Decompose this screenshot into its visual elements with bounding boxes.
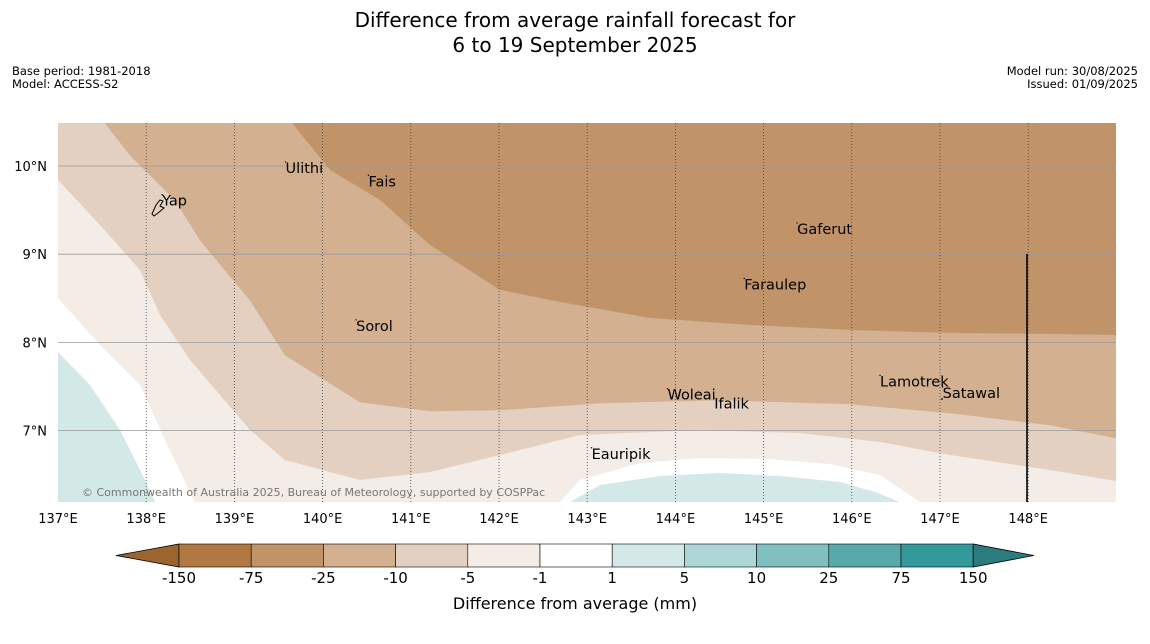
longitude-gridlines — [145, 123, 1029, 502]
band-pale-teal — [58, 352, 155, 502]
lat-tick-label: 7°N — [23, 425, 48, 440]
colorbar-segment — [900, 543, 974, 568]
place-marker — [796, 222, 798, 224]
colorbar-tick: -25 — [311, 569, 336, 587]
lon-tick-label: 139°E — [215, 512, 255, 527]
place-marker — [590, 447, 593, 449]
lon-tick-label: 137°E — [38, 512, 78, 527]
latitude-tick-labels: 10°N 9°N 8°N 7°N — [14, 160, 47, 440]
place-marker — [284, 161, 287, 163]
place-label: Yap — [161, 194, 187, 210]
meta-left: Base period: 1981-2018 Model: ACCESS-S2 — [12, 65, 151, 91]
colorbar — [115, 543, 1035, 568]
lon-tick-label: 144°E — [656, 512, 696, 527]
place-marker — [161, 193, 163, 196]
colorbar-segment — [611, 543, 685, 568]
place-label: Fais — [368, 174, 395, 190]
colorbar-tick: 10 — [747, 569, 766, 587]
colorbar-tick: -150 — [162, 569, 196, 587]
title-line-2: 6 to 19 September 2025 — [452, 33, 698, 57]
colorbar-tick: 25 — [819, 569, 838, 587]
chart-title: Difference from average rainfall forecas… — [0, 8, 1150, 58]
colorbar-segment — [756, 543, 830, 568]
colorbar-segment — [323, 543, 396, 568]
colorbar-segment — [539, 543, 613, 568]
lat-tick-label: 9°N — [23, 248, 48, 263]
colorbar-segment — [250, 543, 324, 568]
model-name: Model: ACCESS-S2 — [12, 77, 119, 91]
meta-right: Model run: 30/08/2025 Issued: 01/09/2025 — [1007, 65, 1138, 91]
lon-tick-label: 142°E — [479, 512, 519, 527]
place-marker — [666, 388, 669, 390]
longitude-tick-labels: 137°E 138°E 139°E 140°E 141°E 142°E 143°E 144°E… — [38, 512, 1048, 527]
model-run: Model run: 30/08/2025 — [1006, 64, 1138, 78]
title-line-1: Difference from average rainfall forecas… — [354, 8, 796, 32]
colorbar-tick: 75 — [891, 569, 910, 587]
colorbar-tick: -5 — [460, 569, 475, 587]
colorbar-tick: 1 — [607, 569, 617, 587]
lon-tick-label: 143°E — [567, 512, 607, 527]
place-label: Sorol — [356, 319, 393, 335]
lon-tick-label: 147°E — [920, 512, 960, 527]
latitude-gridlines — [58, 165, 1116, 432]
colorbar-label: Difference from average (mm) — [452, 594, 698, 613]
colorbar-tick: 5 — [680, 569, 690, 587]
place-marker — [355, 319, 357, 321]
colorbar-segment — [684, 543, 757, 568]
yap-island-shape — [151, 199, 165, 217]
band-light-tan — [58, 123, 1116, 502]
lon-tick-label: 146°E — [832, 512, 872, 527]
colorbar-tick: -1 — [533, 569, 548, 587]
colorbar-tick: -75 — [239, 569, 264, 587]
place-label: Ifalik — [714, 397, 749, 413]
colorbar-tick-labels: -150 -75 -25 -10 -5 -1 1 5 10 25 75 150 — [162, 569, 988, 587]
lon-tick-label: 140°E — [303, 512, 343, 527]
lon-tick-label: 138°E — [126, 512, 166, 527]
place-label: Faraulep — [744, 277, 806, 293]
colorbar-extend-high — [972, 543, 1035, 568]
issued-date: Issued: 01/09/2025 — [1027, 77, 1138, 91]
place-label: Lamotrek — [880, 375, 949, 391]
lon-tick-label: 145°E — [744, 512, 784, 527]
place-label: Woleai — [667, 388, 715, 404]
place-labels: Yap Ulithi Fais Gaferut Faraulep Sorol WoleaiI… — [161, 161, 1000, 463]
place-label: Eauripik — [592, 447, 651, 463]
band-pale-teal-south — [570, 473, 900, 502]
place-marker — [367, 174, 370, 176]
base-period: Base period: 1981-2018 — [12, 64, 151, 78]
colorbar-tick: 150 — [959, 569, 988, 587]
small-island-dot — [941, 398, 943, 400]
map-area: Yap Ulithi Fais Gaferut Faraulep Sorol WoleaiI… — [58, 123, 1116, 502]
colorbar-tick: -10 — [383, 569, 408, 587]
place-marker — [743, 277, 745, 280]
lon-tick-label: 141°E — [391, 512, 431, 527]
place-marker — [713, 396, 715, 399]
place-label: Satawal — [943, 386, 1000, 402]
place-marker — [879, 374, 881, 377]
colorbar-segment — [828, 543, 902, 568]
colorbar-segment — [467, 543, 541, 568]
colorbar-segment — [178, 543, 252, 568]
place-label: Ulithi — [286, 161, 324, 177]
place-label: Gaferut — [797, 222, 852, 238]
colorbar-segment — [395, 543, 469, 568]
copyright-text: © Commonwealth of Australia 2025, Bureau… — [82, 486, 545, 499]
lon-tick-label: 148°E — [1008, 512, 1048, 527]
place-marker — [941, 386, 944, 388]
lat-tick-label: 10°N — [14, 160, 47, 175]
colorbar-extend-low — [115, 543, 180, 568]
lat-tick-label: 8°N — [23, 336, 48, 351]
